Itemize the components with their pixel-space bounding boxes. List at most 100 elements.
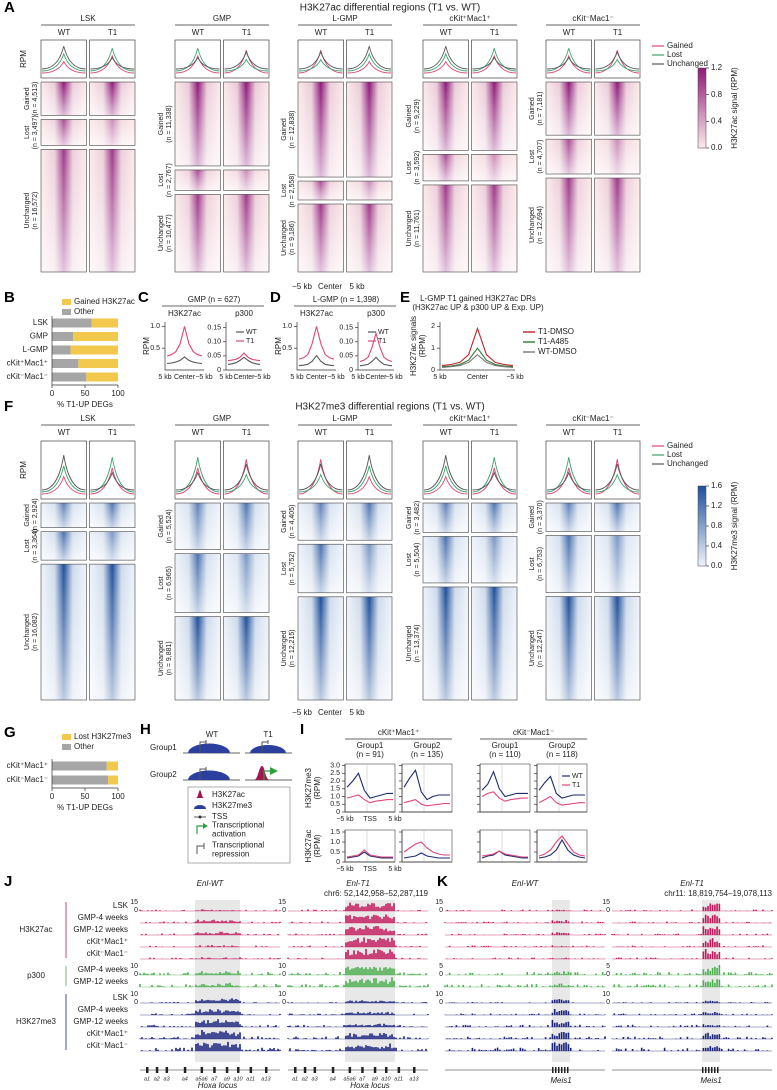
profile-curve: [595, 473, 640, 493]
heatmap-fade: [297, 81, 344, 178]
y-tick-label: 2.5: [330, 770, 340, 777]
row-label: Gained: [406, 105, 413, 128]
profile-curve: [175, 56, 220, 70]
exon: [200, 1067, 204, 1073]
row-label: Unchanged: [158, 215, 165, 251]
row-count: (n = 5,752): [289, 551, 296, 585]
signal-track: [139, 1030, 279, 1039]
profile-curve: [224, 473, 269, 493]
scale-label: 10: [130, 963, 138, 970]
legend-label: T1-A485: [538, 337, 569, 346]
signal-track: [446, 971, 606, 975]
x-tick-label: −5 kb: [195, 374, 212, 381]
locus-label: Hoxa locus: [198, 1081, 238, 1090]
bar-segment: [52, 359, 79, 368]
group-title: L-GMP: [332, 14, 357, 23]
signal-track: [444, 920, 604, 923]
scale-label: 0: [606, 971, 610, 978]
row-label: Gained: [529, 506, 536, 529]
heatmap-fade: [174, 81, 221, 167]
row-count: (n = 4,707): [537, 140, 544, 174]
y-tick-label: 0.15: [207, 324, 221, 331]
profile-box: [174, 440, 221, 500]
scale-label: 0: [134, 999, 138, 1006]
profile-curve: [472, 471, 517, 491]
exon: [561, 1067, 563, 1073]
plot-frame: [344, 763, 396, 813]
panel-title: GMP (n = 627): [188, 295, 241, 304]
scale-label: 0: [282, 999, 286, 1006]
heatmap-fade: [297, 180, 344, 201]
scale-label: 0: [134, 971, 138, 978]
heatmap-fade: [594, 177, 641, 273]
profile-line: [227, 352, 261, 362]
row-count: (n = 16,572): [32, 192, 39, 230]
highlight: [702, 900, 720, 1062]
x-tick-label: 100: [111, 389, 125, 398]
track-label: cKit⁻Mac1⁻: [87, 949, 128, 958]
heatmap-fade: [223, 553, 270, 613]
exon: [711, 1067, 713, 1073]
y-tick-label: 0.5: [150, 345, 160, 352]
y-tick-label: 0: [431, 367, 435, 374]
scale-label: 0: [606, 999, 610, 1006]
heatmap-fade: [471, 502, 518, 533]
signal-track: [145, 919, 281, 923]
x-tick-label: Center: [306, 374, 328, 381]
gene-label: a3: [312, 1076, 319, 1082]
profile-line: [441, 353, 514, 368]
x-tick-label: 0: [50, 389, 55, 398]
x-tick-label: 5 kb: [433, 374, 446, 381]
heatmap-fade: [40, 502, 87, 529]
heatmap-fade: [422, 536, 469, 584]
category-label: cKit⁺Mac1⁺: [7, 761, 48, 770]
profile-box: [422, 440, 469, 500]
repression: [261, 740, 269, 753]
y-tick-label: 1.5: [330, 829, 340, 836]
bar-segment: [91, 318, 118, 328]
y-tick-label: 1.0: [282, 323, 292, 330]
panel-label: E: [400, 289, 410, 306]
legend-label: Unchanged: [667, 459, 708, 468]
profile-curve: [423, 475, 468, 495]
row-label: Lost: [406, 161, 413, 174]
legend-label: H3K27me3: [212, 801, 253, 810]
profile-box: [422, 39, 469, 79]
row-label: Unchanged: [281, 220, 288, 256]
profile-box: [89, 440, 136, 500]
track-header: Enl-T1: [346, 879, 370, 888]
legend-label: T1: [246, 338, 254, 345]
exon: [555, 1067, 557, 1073]
signal-track: [287, 1000, 427, 1003]
row-count: (n = 11,761): [414, 210, 421, 247]
exon: [294, 1067, 297, 1073]
row-count: (n = 12,247): [537, 629, 544, 667]
track-label: GMP-12 weeks: [73, 977, 128, 986]
gene-label: a11: [246, 1076, 255, 1082]
signal-track: [613, 949, 773, 959]
icon: [194, 805, 206, 809]
profile-curve: [175, 471, 220, 491]
signal-track: [289, 1043, 427, 1051]
row-count: (n = 2,924): [32, 498, 39, 532]
signal-track: [151, 1009, 281, 1015]
column-label: T1: [613, 428, 623, 437]
coordinates: chr11: 18,819,754–19,078,113: [664, 889, 772, 898]
row-label: Gained: [24, 87, 31, 110]
x-axis-label: 5 kb: [349, 708, 365, 717]
signal-track: [448, 999, 602, 1003]
group-title: GMP: [213, 414, 231, 423]
track-label: cKit⁺Mac1⁺: [87, 937, 128, 946]
legend-label: Lost: [667, 50, 683, 59]
y-tick-label: 2.0: [330, 778, 340, 785]
x-tick-label: Center: [233, 374, 255, 381]
heatmap-fade: [223, 81, 270, 167]
profile-line: [538, 775, 585, 799]
panel-label: H: [140, 721, 151, 738]
heatmap-fade: [89, 149, 136, 273]
heatmap-fade: [174, 169, 221, 191]
signal-track: [613, 1000, 771, 1003]
scale-label: 5: [439, 963, 443, 970]
x-tick-label: 5 kb: [158, 374, 171, 381]
profile-box: [471, 440, 518, 500]
